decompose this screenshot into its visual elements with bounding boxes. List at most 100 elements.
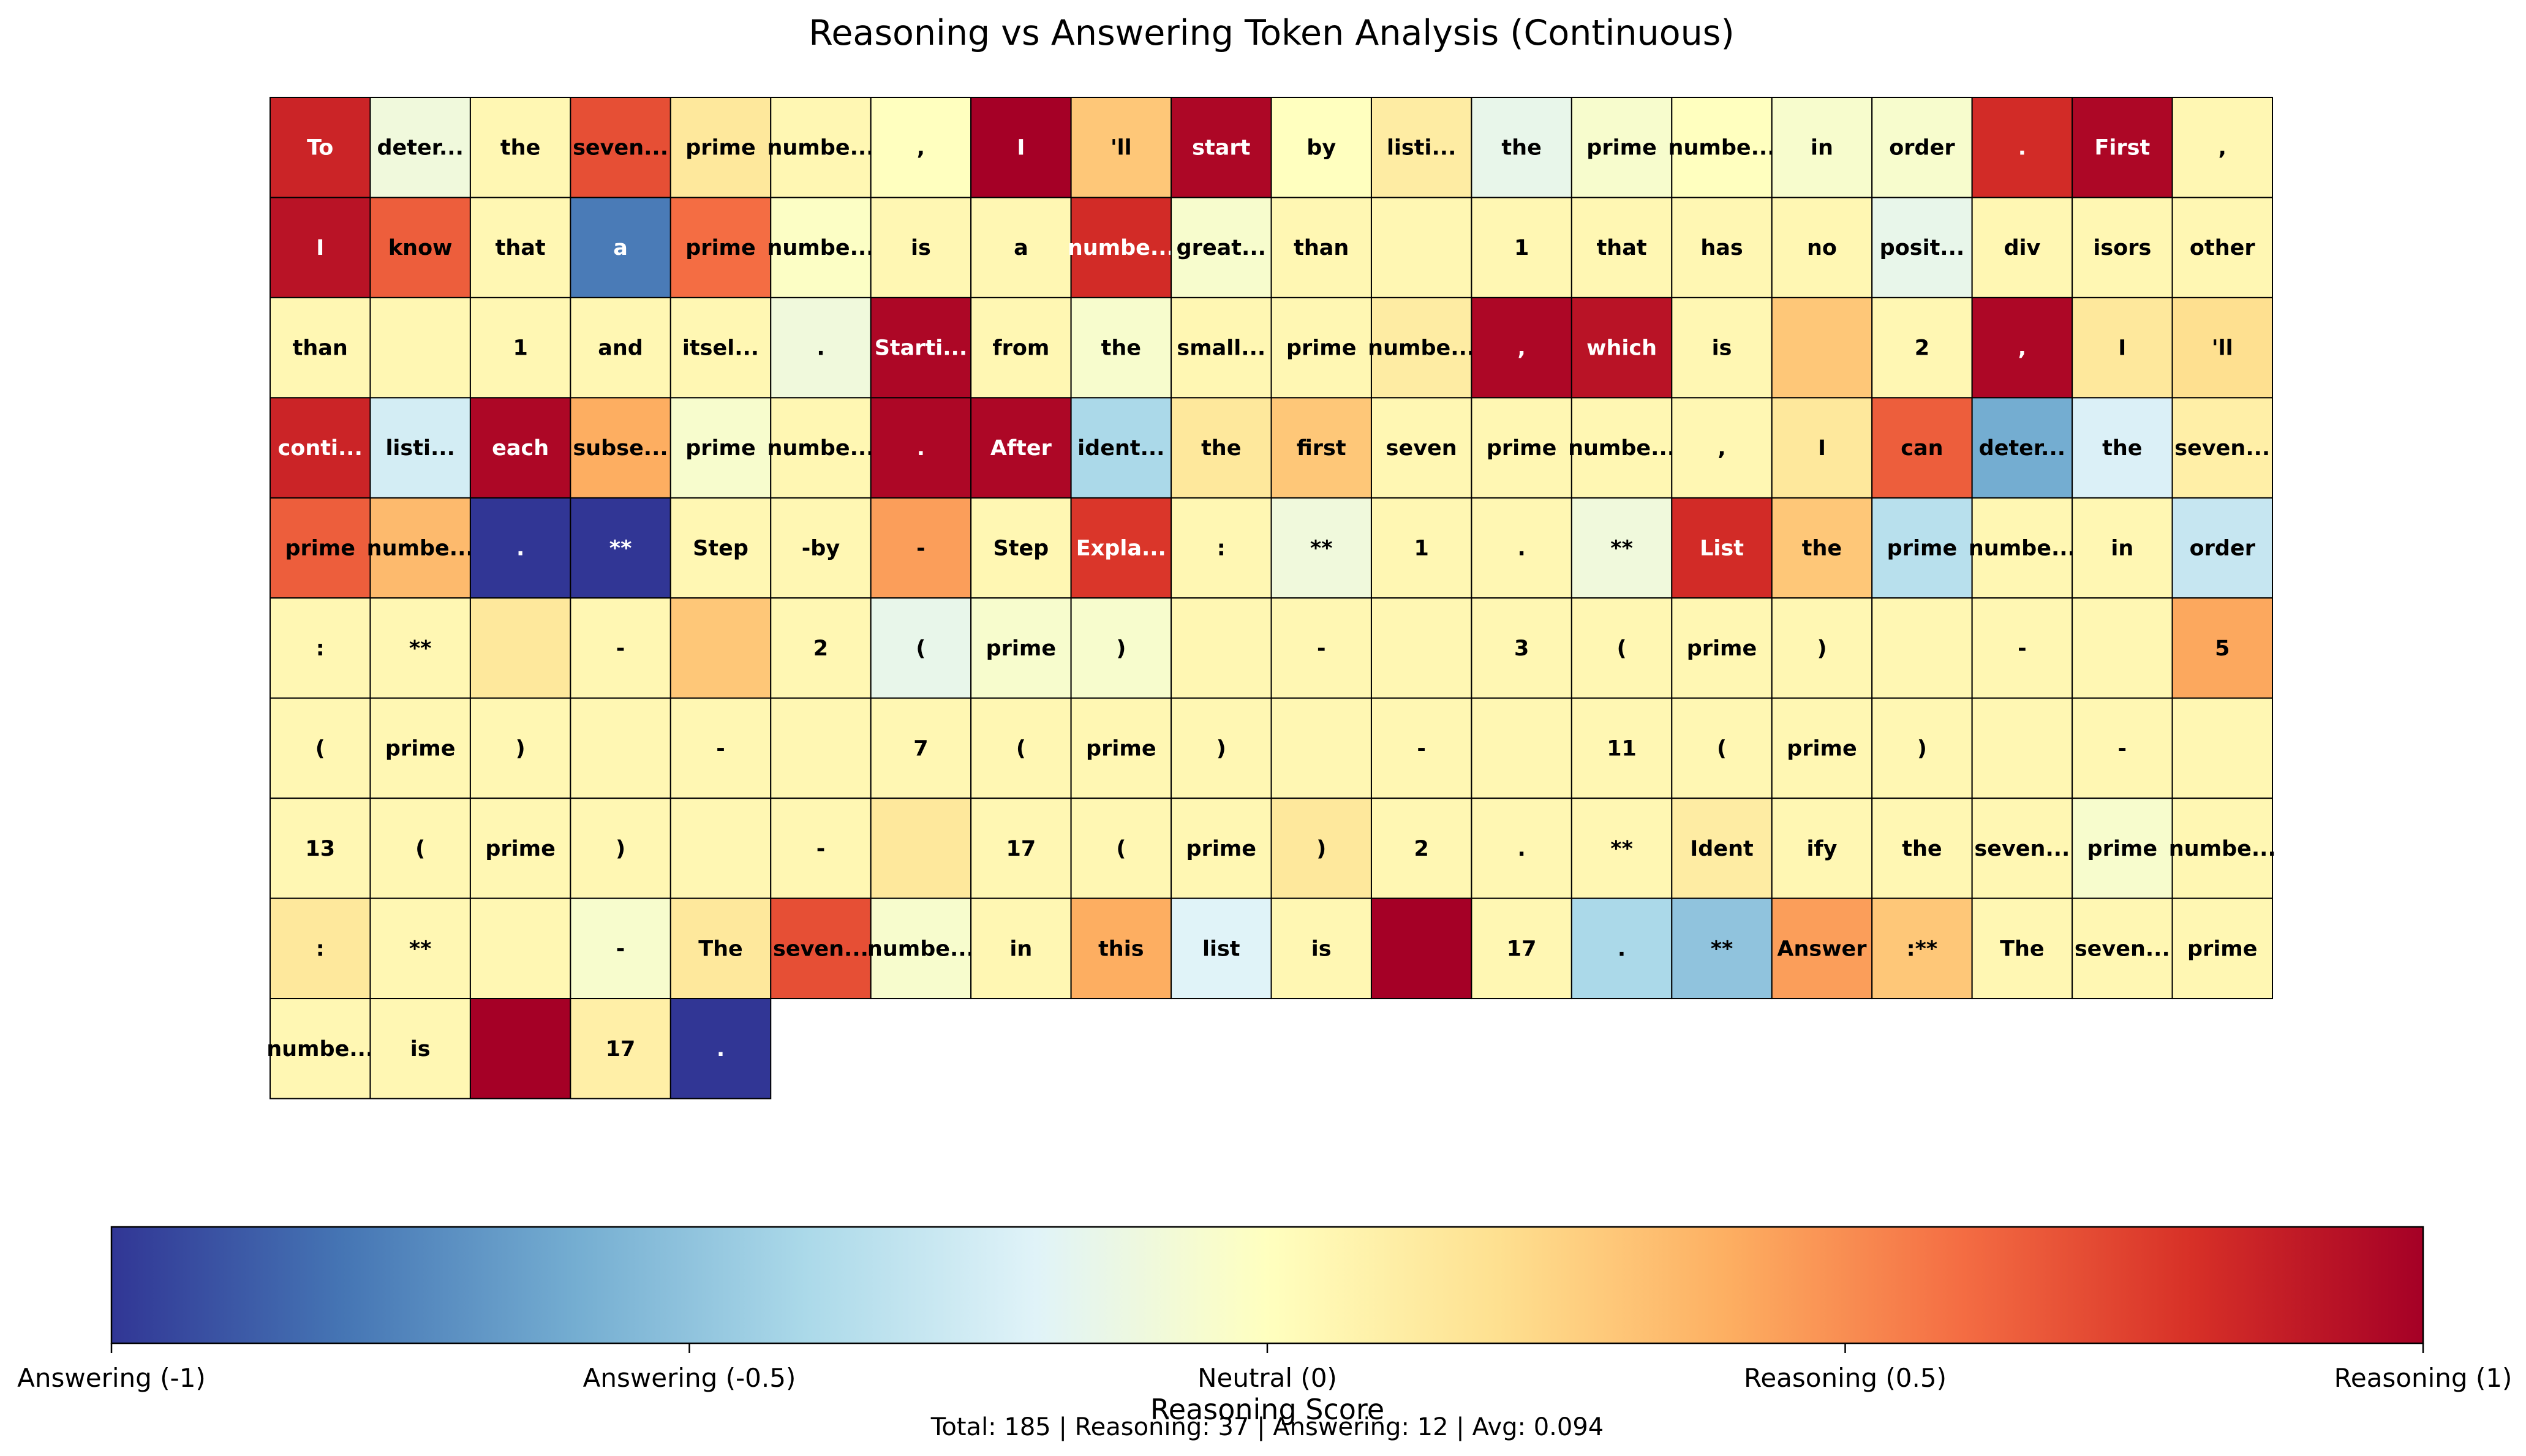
token-cell xyxy=(1171,296,1272,399)
token-cell xyxy=(2072,197,2173,298)
token-label: than xyxy=(293,336,348,361)
token-cell xyxy=(1070,798,1172,899)
token-label: . xyxy=(1517,837,1525,861)
token-label: that xyxy=(496,236,546,260)
token-cell xyxy=(1171,497,1272,599)
token-label: a xyxy=(613,236,628,260)
token-label: the xyxy=(1201,436,1241,461)
token-cell xyxy=(1370,97,1472,198)
token-cell xyxy=(270,697,371,799)
token-label: numbe... xyxy=(367,537,474,561)
token-label: ** xyxy=(1610,537,1633,561)
token-label: prime xyxy=(1586,136,1657,160)
token-cell xyxy=(369,97,471,198)
colorbar xyxy=(110,1226,2424,1345)
colorbar-tick-label: Answering (-0.5) xyxy=(583,1363,796,1393)
token-label: than xyxy=(1294,236,1349,260)
token-label: 1 xyxy=(1514,236,1529,260)
token-cell xyxy=(570,397,671,499)
token-label: 13 xyxy=(305,837,335,861)
token-label: . xyxy=(2018,136,2026,160)
token-label: Step xyxy=(993,537,1049,561)
token-cell xyxy=(2072,497,2173,599)
token-cell xyxy=(970,296,1072,399)
token-label: 5 xyxy=(2215,636,2230,661)
token-label: know xyxy=(388,236,453,260)
token-cell xyxy=(469,798,571,899)
token-cell xyxy=(2171,697,2274,799)
token-cell xyxy=(1570,597,1673,699)
token-cell xyxy=(970,897,1072,1000)
token-cell xyxy=(669,697,772,799)
token-label: prime xyxy=(986,636,1057,661)
token-label: the xyxy=(1501,136,1541,160)
token-cell xyxy=(270,97,371,198)
token-cell xyxy=(1771,798,1873,899)
token-label: I xyxy=(1017,136,1025,160)
token-cell xyxy=(1771,296,1873,399)
token-cell xyxy=(970,597,1072,699)
token-label: ** xyxy=(409,937,432,961)
token-cell xyxy=(369,597,471,699)
token-label: First xyxy=(2094,136,2150,160)
token-label: order xyxy=(1889,136,1955,160)
token-label: listi... xyxy=(1387,136,1456,160)
token-cell xyxy=(369,397,471,499)
token-label: is xyxy=(410,1037,431,1062)
token-cell xyxy=(369,697,471,799)
token-cell xyxy=(1971,97,2073,198)
token-cell xyxy=(1070,497,1172,599)
token-label: ( xyxy=(415,837,425,861)
token-cell xyxy=(369,998,471,1100)
token-cell xyxy=(1971,197,2073,298)
token-label: is xyxy=(1712,336,1732,361)
token-cell xyxy=(1370,397,1472,499)
token-cell xyxy=(1871,296,1973,399)
token-label: seven xyxy=(1386,436,1457,461)
token-label: no xyxy=(1807,236,1837,260)
token-cell xyxy=(1771,197,1873,298)
token-label: prime xyxy=(1286,336,1357,361)
token-label: in xyxy=(1811,136,1833,160)
token-cell xyxy=(2171,97,2274,198)
token-label: ) xyxy=(1316,837,1326,861)
token-label: : xyxy=(316,937,325,961)
colorbar-ticks: Answering (-1) Answering (-0.5) Neutral (0… xyxy=(17,1343,2512,1393)
chart-title: Reasoning vs Answering Token Analysis (C… xyxy=(809,13,1734,53)
token-cell xyxy=(570,97,671,198)
token-cell xyxy=(1171,97,1272,198)
token-label: I xyxy=(2118,336,2126,361)
token-label: is xyxy=(911,236,931,260)
token-label: order xyxy=(2190,537,2256,561)
token-label: the xyxy=(1802,537,1842,561)
token-label: subse... xyxy=(573,436,668,461)
token-cell xyxy=(369,197,471,298)
token-cell xyxy=(1771,897,1873,1000)
token-label: prime xyxy=(485,837,556,861)
token-label: ** xyxy=(1310,537,1333,561)
token-label: a xyxy=(1014,236,1028,260)
token-label: - xyxy=(2018,636,2027,661)
token-label: numbe... xyxy=(1068,236,1175,260)
token-label: 1 xyxy=(513,336,527,361)
token-cell xyxy=(1270,897,1372,1000)
token-cell xyxy=(2171,497,2274,599)
token-label: posit... xyxy=(1880,236,1965,260)
token-label: Answer xyxy=(1777,937,1867,961)
token-label: - xyxy=(816,837,826,861)
token-label: other xyxy=(2190,236,2255,260)
token-label: ) xyxy=(616,837,625,861)
token-label: 2 xyxy=(813,636,828,661)
token-cell xyxy=(1070,697,1172,799)
token-label: - xyxy=(616,937,625,961)
token-cell xyxy=(870,897,972,1000)
token-cell xyxy=(1771,697,1873,799)
token-label: Ident xyxy=(1690,837,1753,861)
token-cell xyxy=(1370,497,1472,599)
token-label: , xyxy=(917,136,925,160)
token-label: conti... xyxy=(278,436,363,461)
token-label: great... xyxy=(1177,236,1266,260)
token-label: The xyxy=(698,937,743,961)
token-cell xyxy=(2171,897,2274,1000)
colorbar-tick-label: Neutral (0) xyxy=(1197,1363,1337,1393)
